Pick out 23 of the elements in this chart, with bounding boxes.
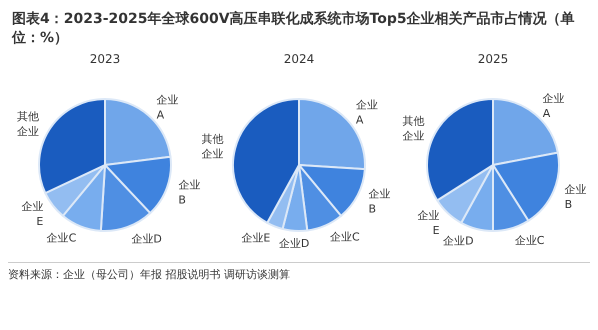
slice-label: 企业B bbox=[368, 186, 390, 215]
slice-label: 企业A bbox=[356, 98, 378, 126]
slice-label: 企业D bbox=[131, 232, 162, 245]
slice-label: 企业B bbox=[178, 178, 200, 206]
slice-label: 其他企业 bbox=[402, 114, 425, 142]
slice-label: 企业D bbox=[278, 236, 310, 250]
slice-label: 企业E bbox=[241, 231, 270, 244]
slice-label: 企业A bbox=[156, 92, 179, 121]
slice-label: 企业C bbox=[46, 231, 77, 244]
chart-title: 2025 bbox=[476, 52, 510, 68]
slice-label: 企业E bbox=[21, 199, 44, 228]
slice-label: 其他企业 bbox=[17, 110, 40, 138]
text: 图表4：2023-2025年全球600V高压串联化成系统市场Top5企业相关产品市占情况（单位：%） bbox=[10, 10, 576, 48]
slice-label: 企业C bbox=[330, 230, 360, 244]
slice-label: 企业C bbox=[514, 233, 545, 246]
chart-subtitle: 2023 bbox=[88, 52, 122, 68]
slice-label: 企业A bbox=[542, 91, 565, 120]
text: 资料来源：企业（母公司）年报 招股说明书 调研访谈测算 bbox=[8, 267, 291, 282]
slice-label: 其他企业 bbox=[201, 132, 224, 160]
slice-label: 企业B bbox=[564, 182, 587, 210]
slice-label: 企业E bbox=[418, 208, 440, 236]
slice-label: 企业D bbox=[443, 234, 474, 248]
chart-title: 2024 bbox=[282, 52, 316, 68]
